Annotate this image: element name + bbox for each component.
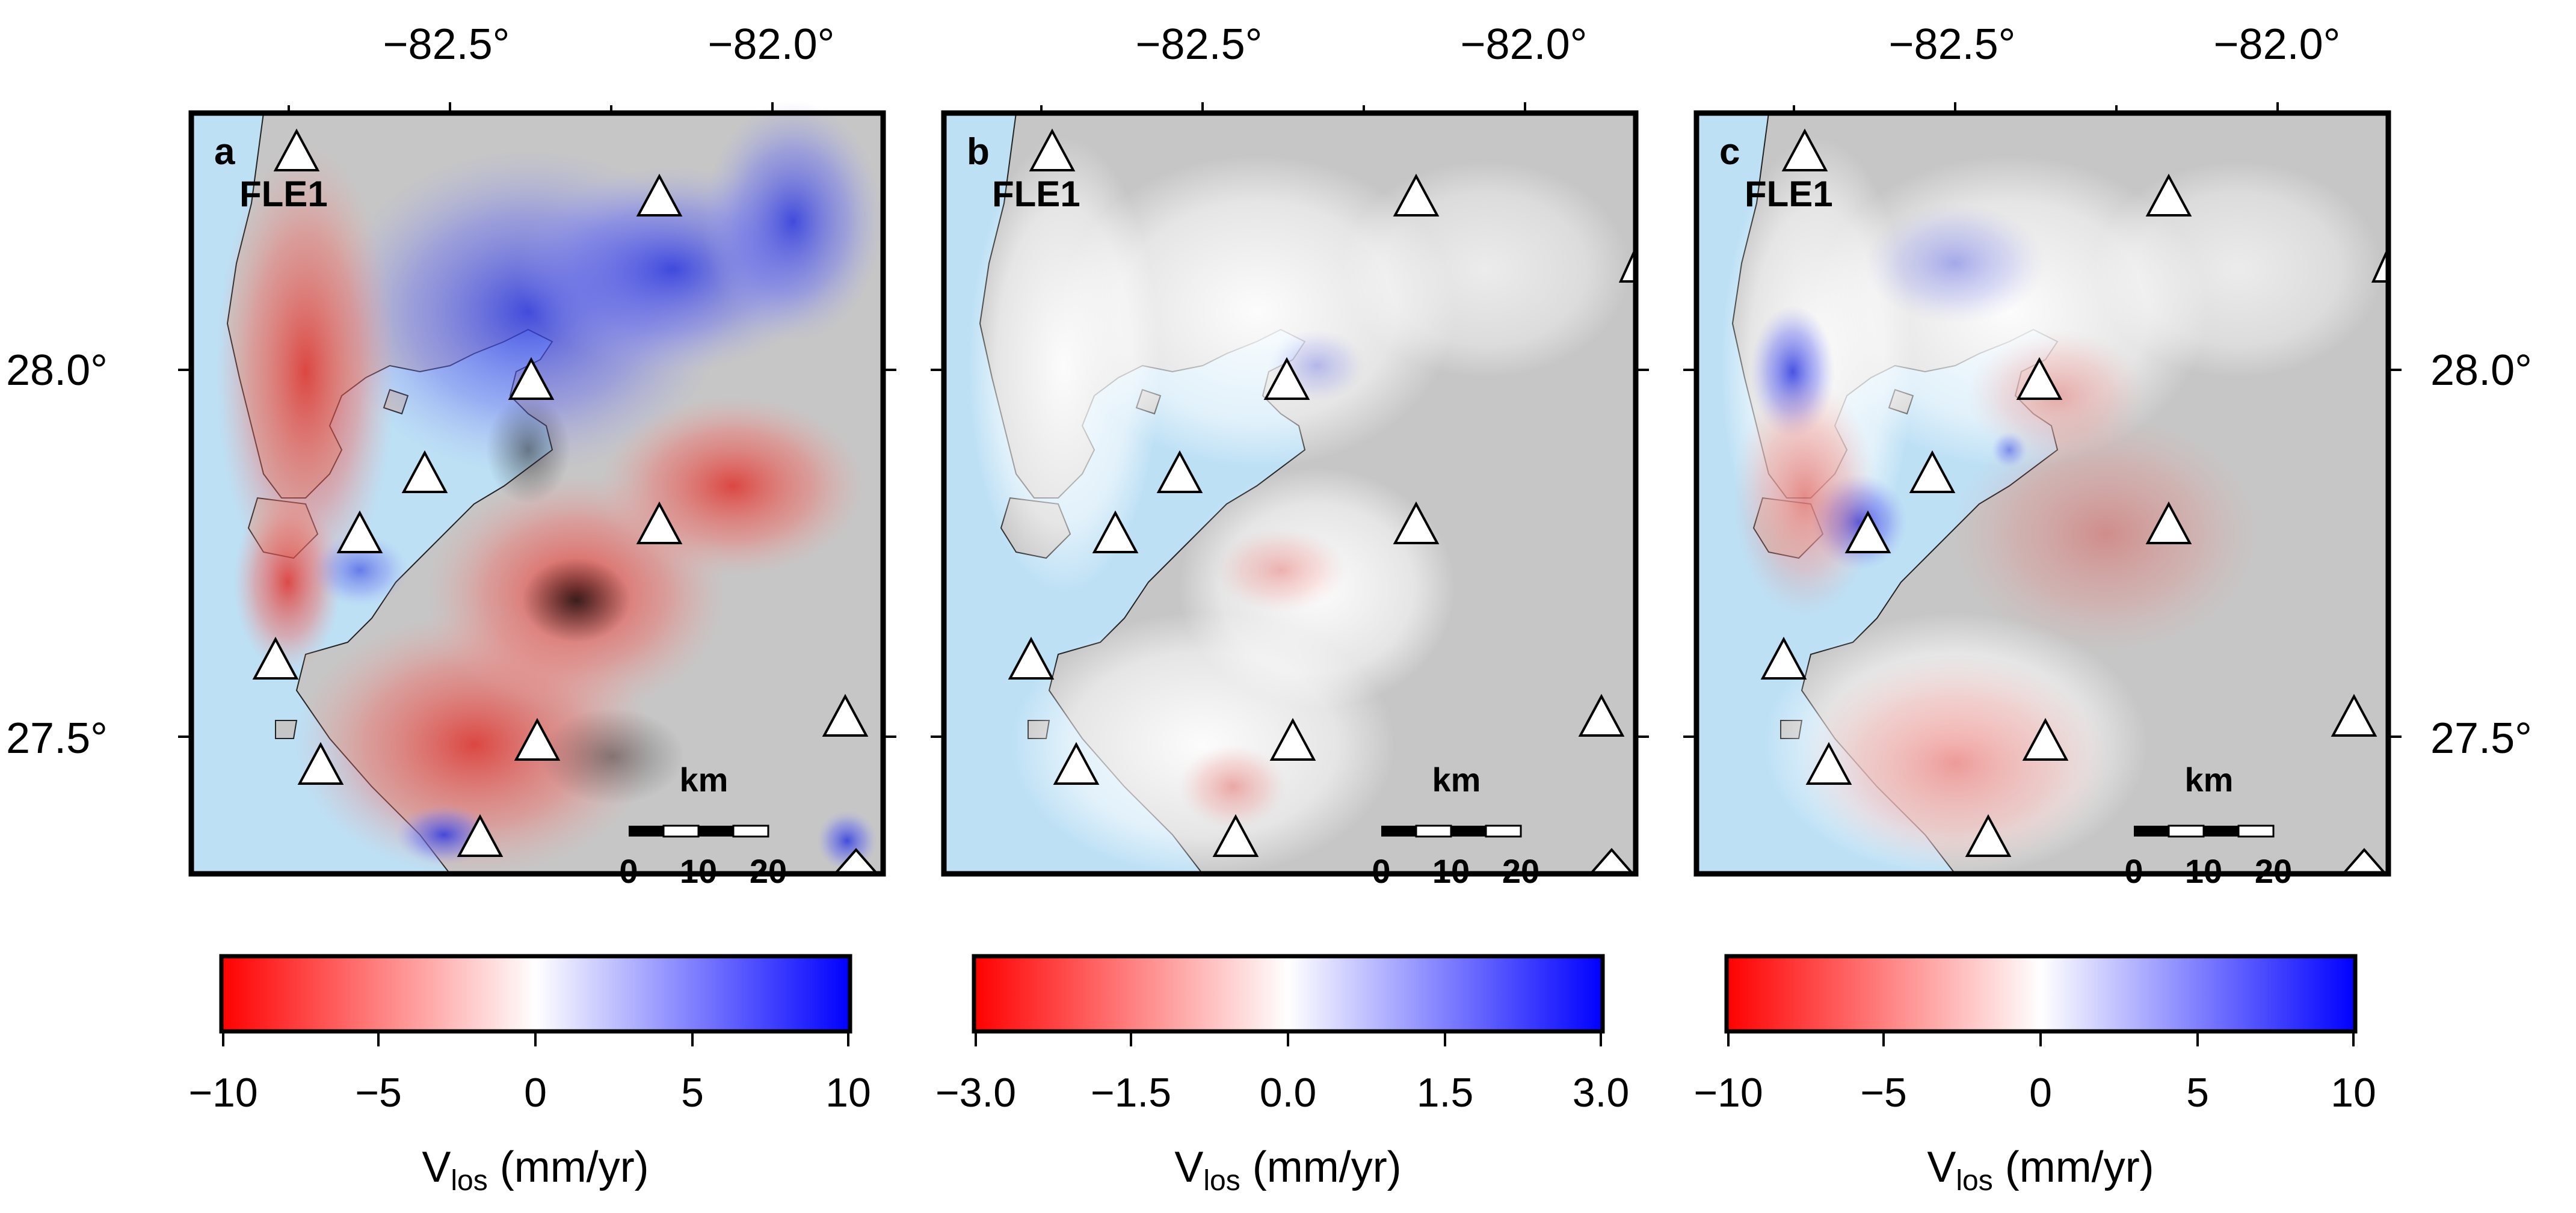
map-frame-c (1693, 110, 2391, 877)
station-label-fle1-b: FLE1 (992, 174, 1080, 214)
station-label-fle1-c: FLE1 (1745, 174, 1833, 214)
velocity-field (215, 101, 883, 877)
cbar-a-tick-1: −5 (355, 1070, 402, 1116)
cbar-a-tick-0: −10 (188, 1070, 257, 1116)
frame-ticks (178, 102, 2402, 738)
lon-label-c-2: −82.0° (2214, 20, 2341, 69)
cbar-a-tick-4: 10 (825, 1070, 871, 1116)
scale-unit-c: km (2185, 761, 2234, 799)
cbar-b-tick-1: −1.5 (1091, 1070, 1171, 1116)
panel-letter-b: b (967, 131, 990, 173)
panel-letter-c: c (1719, 131, 1740, 173)
colorbar-c: −10 −5 0 5 10 Vlos (mm/yr) (1693, 954, 2376, 1197)
cbar-b-tick-0: −3.0 (935, 1070, 1016, 1116)
cbar-c-tick-4: 10 (2331, 1070, 2376, 1116)
cbar-c-tick-0: −10 (1693, 1070, 1763, 1116)
scale-unit-b: km (1432, 761, 1481, 799)
lat-label-left-1: 28.0° (6, 346, 108, 395)
panel-b: b FLE1 km 0 10 20 (941, 110, 1639, 890)
cbar-b-label: Vlos (mm/yr) (1174, 1143, 1401, 1197)
lat-label-left-2: 27.5° (6, 714, 108, 763)
lon-label-a-1: −82.5° (383, 20, 510, 69)
lat-label-right-2: 27.5° (2430, 714, 2532, 763)
gps-stations (1008, 128, 1637, 875)
map-frame-b (941, 110, 1639, 877)
gps-stations (1760, 128, 2390, 875)
velocity-field (1721, 137, 2382, 877)
colorbar-b: −3.0 −1.5 0.0 1.5 3.0 Vlos (mm/yr) (935, 954, 1630, 1197)
panel-c: c FLE1 km 0 10 20 (1693, 110, 2391, 890)
cbar-c-tick-1: −5 (1860, 1070, 1907, 1116)
lat-label-right-1: 28.0° (2430, 346, 2532, 395)
top-longitude-labels: −82.5° −82.0° −82.5° −82.0° −82.5° −82.0… (383, 20, 2341, 69)
cbar-b-tick-4: 3.0 (1573, 1070, 1630, 1116)
lon-label-c-1: −82.5° (1889, 20, 2016, 69)
velocity-field (968, 137, 1630, 877)
panel-letter-a: a (214, 131, 235, 173)
cbar-b-tick-2: 0.0 (1260, 1070, 1317, 1116)
scale-unit-a: km (680, 761, 729, 799)
cbar-c-tick-3: 5 (2186, 1070, 2209, 1116)
colorbar-a: −10 −5 0 5 10 Vlos (mm/yr) (188, 954, 871, 1197)
cbar-a-tick-2: 0 (524, 1070, 547, 1116)
cbar-c-tick-2: 0 (2029, 1070, 2052, 1116)
station-label-fle1-a: FLE1 (239, 174, 328, 214)
cbar-b-tick-3: 1.5 (1417, 1070, 1474, 1116)
lon-label-b-1: −82.5° (1136, 20, 1263, 69)
panel-a: a FLE1 km 0 10 20 (188, 101, 886, 890)
cbar-c-label: Vlos (mm/yr) (1927, 1143, 2154, 1197)
map-frame-a (188, 110, 886, 877)
cbar-a-tick-3: 5 (681, 1070, 704, 1116)
cbar-a-label: Vlos (mm/yr) (422, 1143, 649, 1197)
gps-stations (252, 128, 880, 875)
lon-label-b-2: −82.0° (1461, 20, 1588, 69)
latitude-labels: 28.0° 27.5° 28.0° 27.5° (6, 346, 2532, 763)
lon-label-a-2: −82.0° (708, 20, 835, 69)
